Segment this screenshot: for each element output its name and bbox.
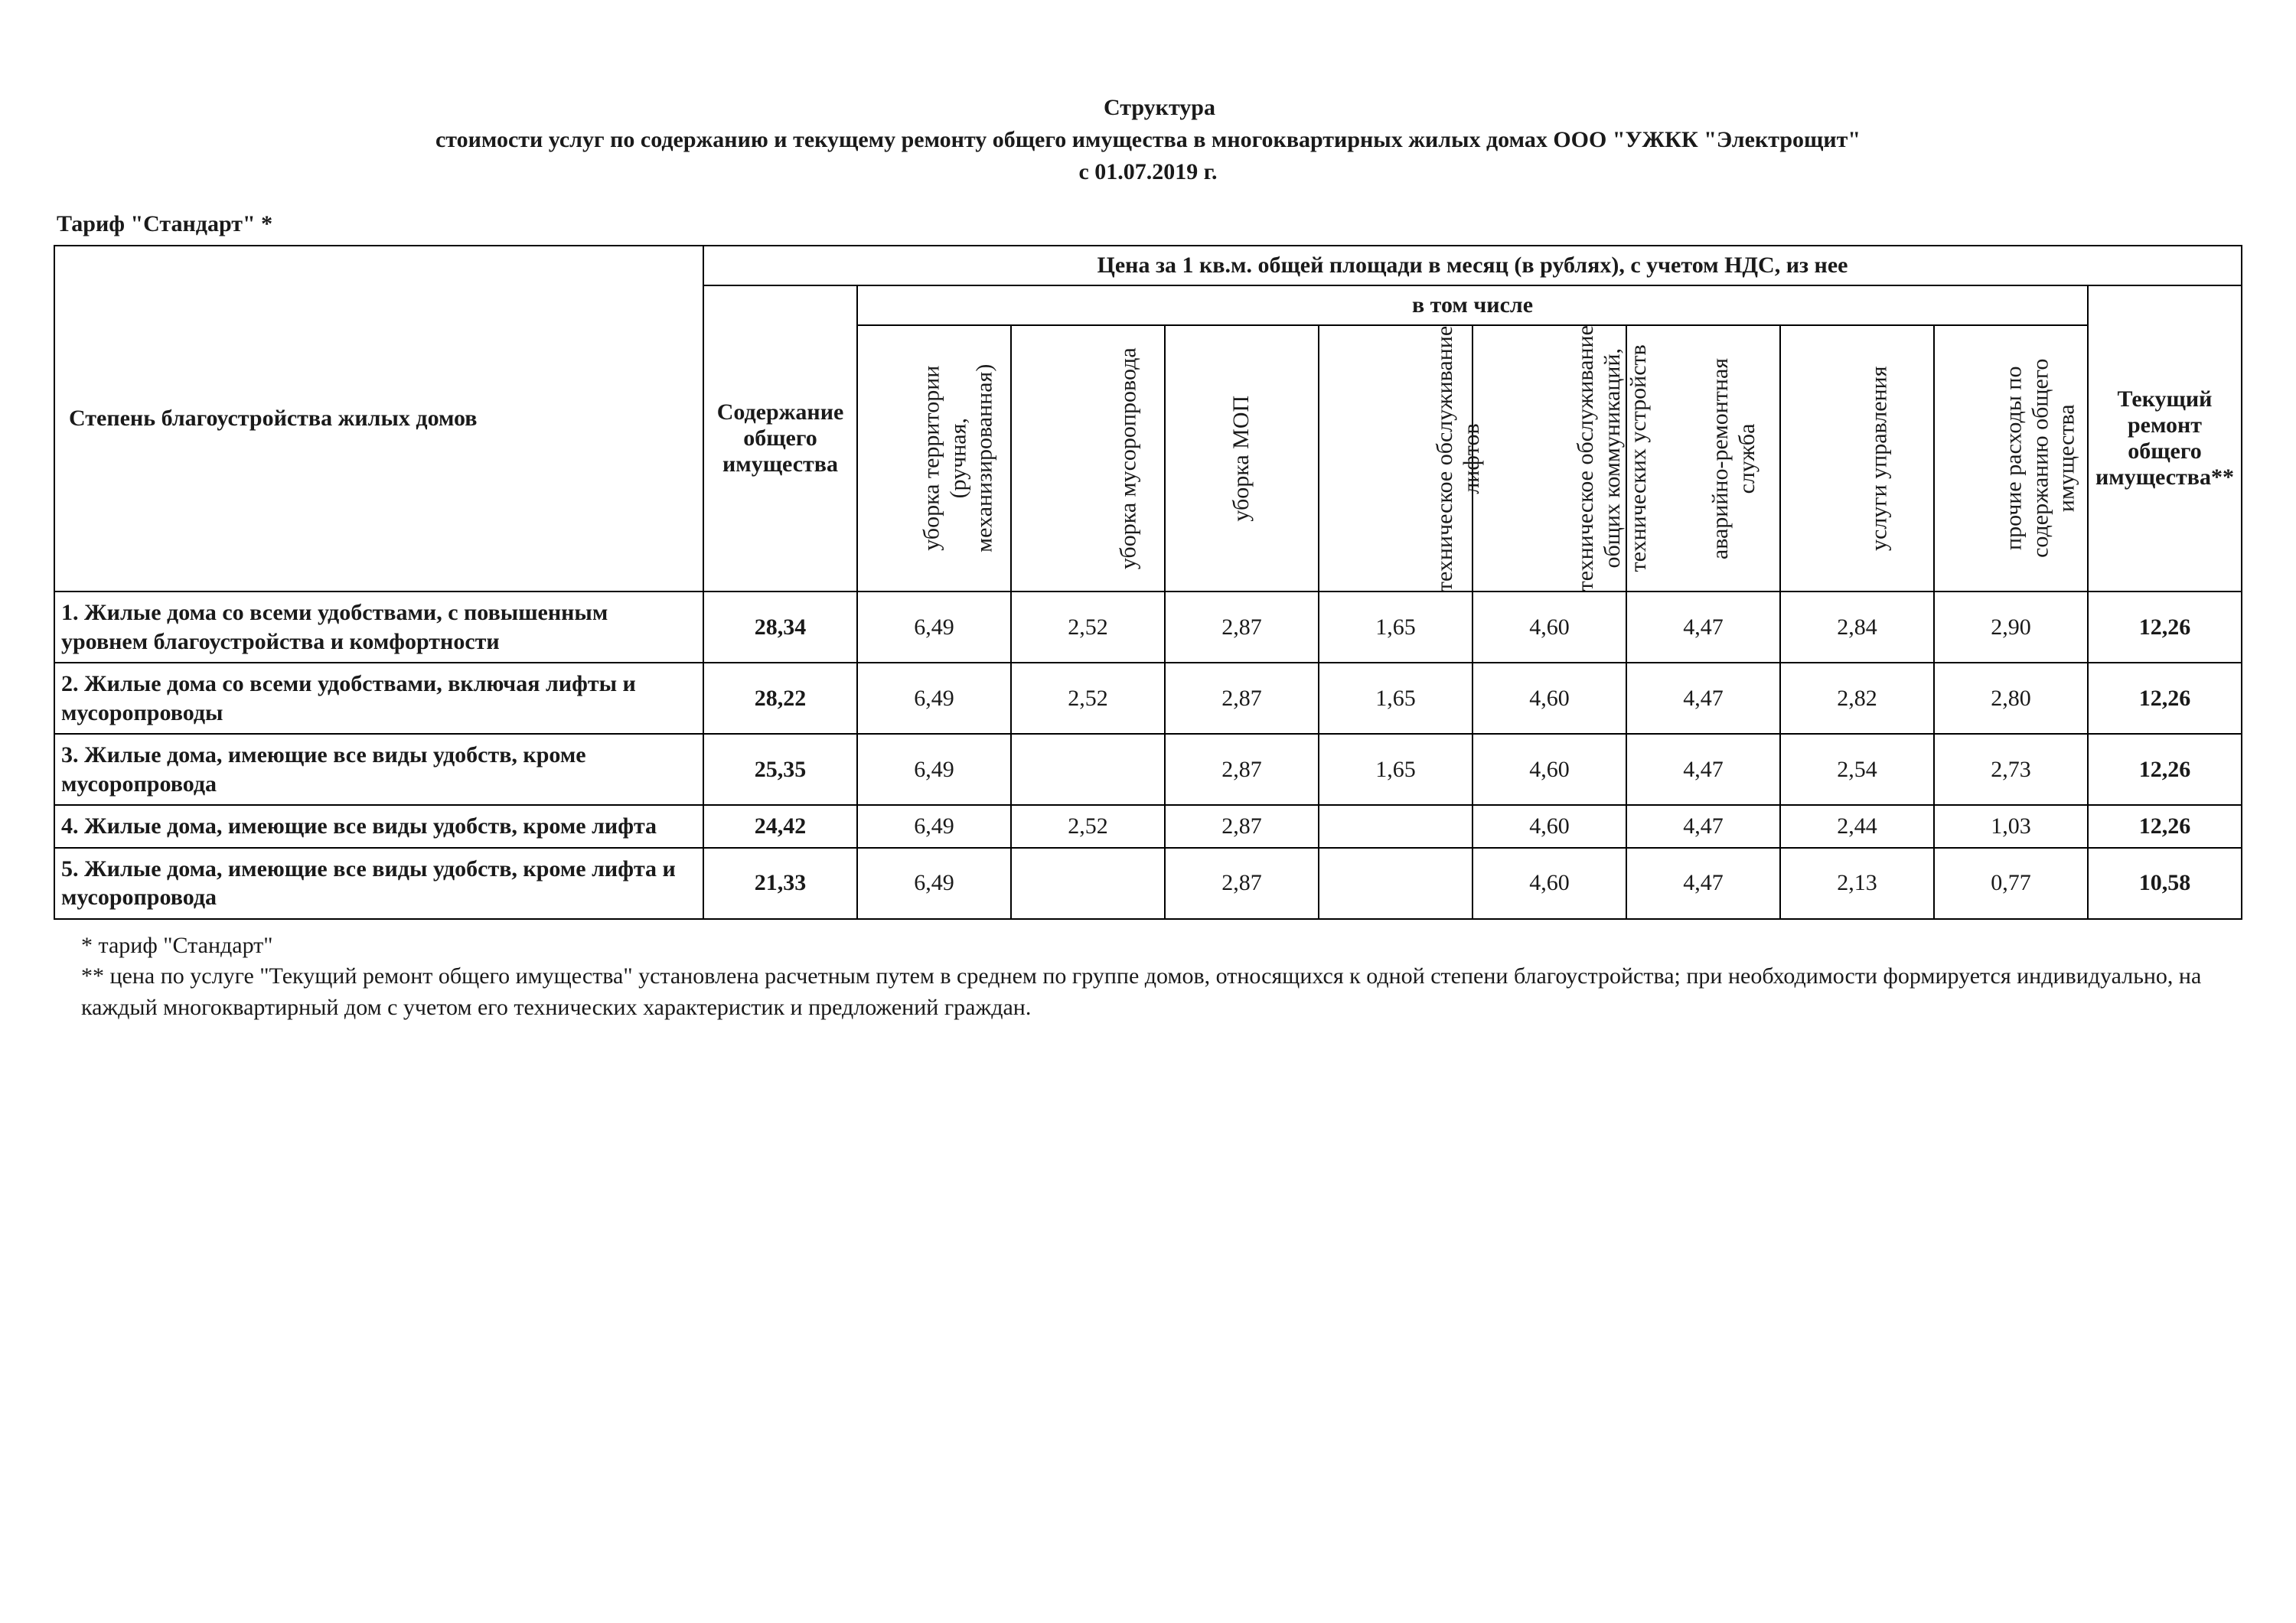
cell-c7: 2,54 xyxy=(1780,734,1934,805)
cell-c5: 4,60 xyxy=(1473,663,1626,734)
row-label: 2. Жилые дома со всеми удобствами, включ… xyxy=(54,663,703,734)
cell-maint: 28,22 xyxy=(703,663,857,734)
row-label: 4. Жилые дома, имеющие все виды удобств,… xyxy=(54,805,703,848)
row-label: 1. Жилые дома со всеми удобствами, с пов… xyxy=(54,592,703,663)
tariff-label: Тариф "Стандарт" * xyxy=(57,211,2242,237)
header-sub-7: услуги управления xyxy=(1780,325,1934,592)
cell-c8: 0,77 xyxy=(1934,848,2088,919)
cell-maint: 21,33 xyxy=(703,848,857,919)
title-line-3: с 01.07.2019 г. xyxy=(54,156,2242,188)
header-category: Степень благоустройства жилых домов xyxy=(54,246,703,592)
title-line-1: Структура xyxy=(77,92,2242,124)
cell-c4 xyxy=(1319,848,1473,919)
cell-c4 xyxy=(1319,805,1473,848)
cell-c2: 2,52 xyxy=(1011,805,1165,848)
cell-c8: 2,73 xyxy=(1934,734,2088,805)
cell-c6: 4,47 xyxy=(1626,848,1780,919)
table-row: 5. Жилые дома, имеющие все виды удобств,… xyxy=(54,848,2242,919)
cell-c2: 2,52 xyxy=(1011,592,1165,663)
cell-c7: 2,82 xyxy=(1780,663,1934,734)
cell-repair: 12,26 xyxy=(2088,663,2242,734)
cell-c6: 4,47 xyxy=(1626,663,1780,734)
cell-c5: 4,60 xyxy=(1473,734,1626,805)
row-label: 5. Жилые дома, имеющие все виды удобств,… xyxy=(54,848,703,919)
cell-maint: 24,42 xyxy=(703,805,857,848)
table-row: 1. Жилые дома со всеми удобствами, с пов… xyxy=(54,592,2242,663)
cell-c4: 1,65 xyxy=(1319,592,1473,663)
header-sub-2: уборка мусоропровода xyxy=(1011,325,1165,592)
title-line-2: стоимости услуг по содержанию и текущему… xyxy=(54,124,2242,156)
document-title: Структура стоимости услуг по содержанию … xyxy=(54,92,2242,188)
cell-repair: 10,58 xyxy=(2088,848,2242,919)
header-sub-1: уборка территории(ручная,механизированна… xyxy=(857,325,1011,592)
footnote-2: ** цена по услуге "Текущий ремонт общего… xyxy=(81,961,2242,1023)
cell-repair: 12,26 xyxy=(2088,805,2242,848)
tariff-table: Степень благоустройства жилых домов Цена… xyxy=(54,245,2242,920)
cell-c7: 2,13 xyxy=(1780,848,1934,919)
cell-c5: 4,60 xyxy=(1473,592,1626,663)
cell-c1: 6,49 xyxy=(857,592,1011,663)
header-sub-3: уборка МОП xyxy=(1165,325,1319,592)
cell-c4: 1,65 xyxy=(1319,734,1473,805)
cell-c7: 2,84 xyxy=(1780,592,1934,663)
footnotes: * тариф "Стандарт" ** цена по услуге "Те… xyxy=(54,930,2242,1024)
table-body: 1. Жилые дома со всеми удобствами, с пов… xyxy=(54,592,2242,919)
cell-c4: 1,65 xyxy=(1319,663,1473,734)
cell-c1: 6,49 xyxy=(857,734,1011,805)
cell-c6: 4,47 xyxy=(1626,734,1780,805)
row-label: 3. Жилые дома, имеющие все виды удобств,… xyxy=(54,734,703,805)
table-row: 2. Жилые дома со всеми удобствами, включ… xyxy=(54,663,2242,734)
header-maintenance: Содержание общего имущества xyxy=(703,285,857,592)
cell-c1: 6,49 xyxy=(857,805,1011,848)
cell-c8: 2,80 xyxy=(1934,663,2088,734)
header-price: Цена за 1 кв.м. общей площади в месяц (в… xyxy=(703,246,2242,285)
header-sub-8: прочие расходы посодержанию общегоимущес… xyxy=(1934,325,2088,592)
cell-c5: 4,60 xyxy=(1473,848,1626,919)
cell-c6: 4,47 xyxy=(1626,592,1780,663)
cell-c8: 2,90 xyxy=(1934,592,2088,663)
header-sub-4: техническое обслуживаниелифтов xyxy=(1319,325,1473,592)
cell-c3: 2,87 xyxy=(1165,848,1319,919)
header-repair: Текущий ремонт общего имущества** xyxy=(2088,285,2242,592)
table-row: 4. Жилые дома, имеющие все виды удобств,… xyxy=(54,805,2242,848)
cell-maint: 28,34 xyxy=(703,592,857,663)
header-including: в том числе xyxy=(857,285,2088,325)
cell-c1: 6,49 xyxy=(857,663,1011,734)
cell-c3: 2,87 xyxy=(1165,663,1319,734)
cell-c7: 2,44 xyxy=(1780,805,1934,848)
cell-c3: 2,87 xyxy=(1165,734,1319,805)
cell-c8: 1,03 xyxy=(1934,805,2088,848)
cell-repair: 12,26 xyxy=(2088,734,2242,805)
cell-c2 xyxy=(1011,734,1165,805)
cell-c2 xyxy=(1011,848,1165,919)
header-sub-5: техническое обслуживаниеобщих коммуникац… xyxy=(1473,325,1626,592)
cell-maint: 25,35 xyxy=(703,734,857,805)
cell-c3: 2,87 xyxy=(1165,805,1319,848)
cell-c2: 2,52 xyxy=(1011,663,1165,734)
footnote-1: * тариф "Стандарт" xyxy=(81,930,2242,962)
cell-c6: 4,47 xyxy=(1626,805,1780,848)
table-row: 3. Жилые дома, имеющие все виды удобств,… xyxy=(54,734,2242,805)
cell-c3: 2,87 xyxy=(1165,592,1319,663)
cell-c5: 4,60 xyxy=(1473,805,1626,848)
cell-c1: 6,49 xyxy=(857,848,1011,919)
cell-repair: 12,26 xyxy=(2088,592,2242,663)
